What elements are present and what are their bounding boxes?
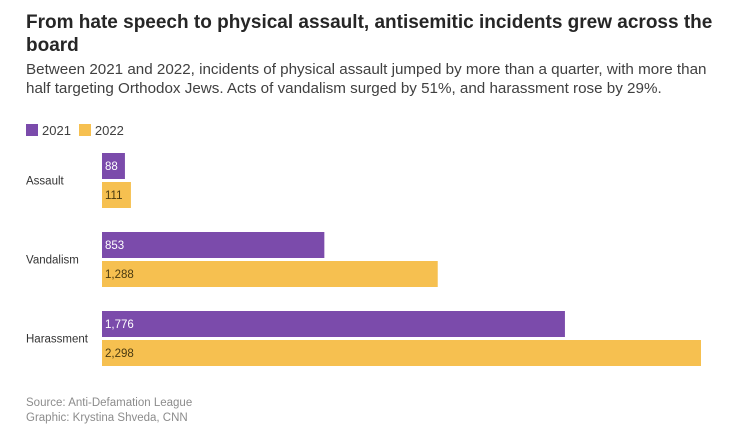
category-label-assault: Assault — [26, 176, 65, 188]
chart-legend: 2021 2022 — [26, 122, 132, 138]
legend-item-2022: 2022 — [78, 122, 124, 138]
bar-vandalism-2022 — [102, 261, 438, 287]
value-label-assault-2022: 111 — [105, 190, 122, 202]
value-label-vandalism-2021: 853 — [105, 240, 124, 252]
value-label-harassment-2021: 1,776 — [105, 319, 134, 331]
category-label-harassment: Harassment — [26, 334, 89, 346]
legend-label-2021: 2021 — [42, 122, 71, 138]
bar-assault-2021 — [102, 153, 125, 179]
graphic-credit: Graphic: Krystina Shveda, CNN — [26, 412, 188, 424]
legend-label-2022: 2022 — [94, 122, 124, 138]
value-label-assault-2021: 88 — [105, 161, 118, 173]
chart-subtitle: Between 2021 and 2022, incidents of phys… — [26, 61, 707, 97]
source-note: Source: Anti-Defamation League — [26, 397, 193, 409]
bar-assault-2022 — [102, 182, 131, 208]
legend-item-2021: 2021 — [26, 123, 71, 138]
value-label-harassment-2022: 2,298 — [105, 348, 134, 360]
legend-swatch-2022 — [78, 124, 91, 136]
bar-harassment-2022 — [102, 340, 701, 366]
category-label-vandalism: Vandalism — [26, 255, 79, 267]
bar-harassment-2021 — [102, 311, 565, 337]
bar-vandalism-2021 — [102, 232, 325, 258]
chart-title: From hate speech to physical assault, an… — [26, 12, 713, 56]
value-label-vandalism-2022: 1,288 — [105, 269, 134, 281]
legend-swatch-2021 — [26, 124, 38, 136]
bar-chart: Assault 88 111 Vandalism 853 1,288 Harassment 1… — [26, 153, 701, 366]
